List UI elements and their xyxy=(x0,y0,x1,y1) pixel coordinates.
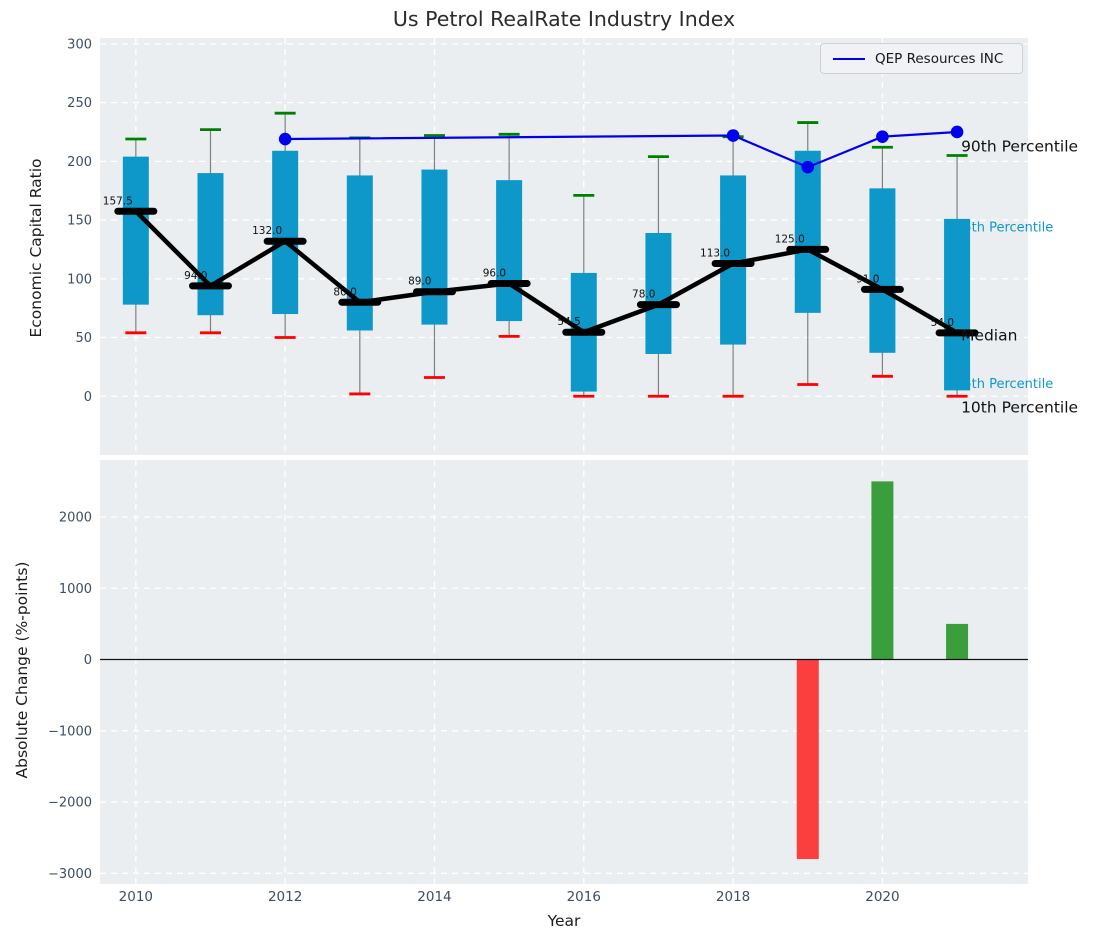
x-tick-2014: 2014 xyxy=(417,889,451,905)
qep-marker-2018 xyxy=(726,129,740,142)
bottom-y-tick--1000: −1000 xyxy=(48,724,92,739)
bottom-y-tick-0: 0 xyxy=(84,653,92,668)
iqr-box-2020 xyxy=(869,188,896,353)
annotation-25th-percentile: 25th Percentile xyxy=(955,377,1053,392)
median-value-label-2020: 91.0 xyxy=(856,273,879,285)
bottom-y-axis-label: Absolute Change (%-points) xyxy=(13,561,31,779)
iqr-box-2015 xyxy=(496,180,523,322)
median-value-label-2015: 96.0 xyxy=(483,268,506,280)
iqr-box-2012 xyxy=(272,150,299,315)
x-tick-2020: 2020 xyxy=(865,889,899,905)
median-value-label-2012: 132.0 xyxy=(252,225,282,237)
median-value-label-2021: 54.0 xyxy=(931,317,954,329)
x-tick-2018: 2018 xyxy=(716,889,750,905)
top-y-tick-300: 300 xyxy=(67,37,92,52)
bottom-y-tick--3000: −3000 xyxy=(48,867,92,882)
iqr-box-2019 xyxy=(794,150,821,313)
legend-line-swatch xyxy=(833,57,865,60)
qep-marker-2019 xyxy=(801,160,815,174)
qep-marker-2021 xyxy=(950,125,964,139)
top-y-tick-250: 250 xyxy=(67,96,92,111)
chart-title: Us Petrol RealRate Industry Index xyxy=(392,7,736,31)
iqr-box-2014 xyxy=(421,169,448,325)
median-value-label-2010: 157.5 xyxy=(103,195,133,207)
median-value-label-2019: 125.0 xyxy=(775,233,805,245)
x-axis-label: Year xyxy=(547,912,581,930)
x-tick-2016: 2016 xyxy=(567,889,601,905)
change-bar-2021 xyxy=(946,623,969,660)
change-bar-2019 xyxy=(796,659,819,860)
annotation-10th-percentile: 10th Percentile xyxy=(961,398,1078,416)
top-y-tick-200: 200 xyxy=(67,155,92,170)
legend: QEP Resources INC xyxy=(820,43,1023,74)
iqr-box-2010 xyxy=(122,156,149,305)
annotation-75th-percentile: 75th Percentile xyxy=(955,221,1053,236)
median-value-label-2017: 78.0 xyxy=(632,289,655,301)
qep-marker-2012 xyxy=(278,132,292,146)
median-value-label-2011: 94.0 xyxy=(184,270,207,282)
top-y-tick-50: 50 xyxy=(75,331,92,346)
median-value-label-2014: 89.0 xyxy=(408,276,431,288)
median-value-label-2013: 80.0 xyxy=(333,286,356,298)
top-y-tick-0: 0 xyxy=(84,390,92,405)
iqr-box-2011 xyxy=(197,173,224,316)
annotation-90th-percentile: 90th Percentile xyxy=(961,138,1078,156)
median-line xyxy=(134,209,959,335)
bottom-y-tick-2000: 2000 xyxy=(59,511,92,526)
iqr-box-2013 xyxy=(346,175,373,331)
change-bar-2020 xyxy=(871,481,894,660)
bottom-y-tick--2000: −2000 xyxy=(48,796,92,811)
median-value-label-2016: 54.5 xyxy=(557,316,580,328)
median-value-label-2018: 113.0 xyxy=(700,248,730,260)
bottom-y-tick-1000: 1000 xyxy=(59,582,92,597)
iqr-box-2017 xyxy=(645,232,672,354)
iqr-box-2021 xyxy=(944,218,971,391)
qep-marker-2020 xyxy=(876,130,889,143)
top-y-tick-100: 100 xyxy=(67,272,92,287)
top-y-tick-150: 150 xyxy=(67,214,92,229)
annotation-median: Median xyxy=(961,327,1017,345)
legend-label: QEP Resources INC xyxy=(875,50,1004,67)
top-y-axis-label: Economic Capital Ratio xyxy=(27,158,45,338)
x-tick-2012: 2012 xyxy=(268,889,302,905)
x-tick-2010: 2010 xyxy=(119,889,153,905)
